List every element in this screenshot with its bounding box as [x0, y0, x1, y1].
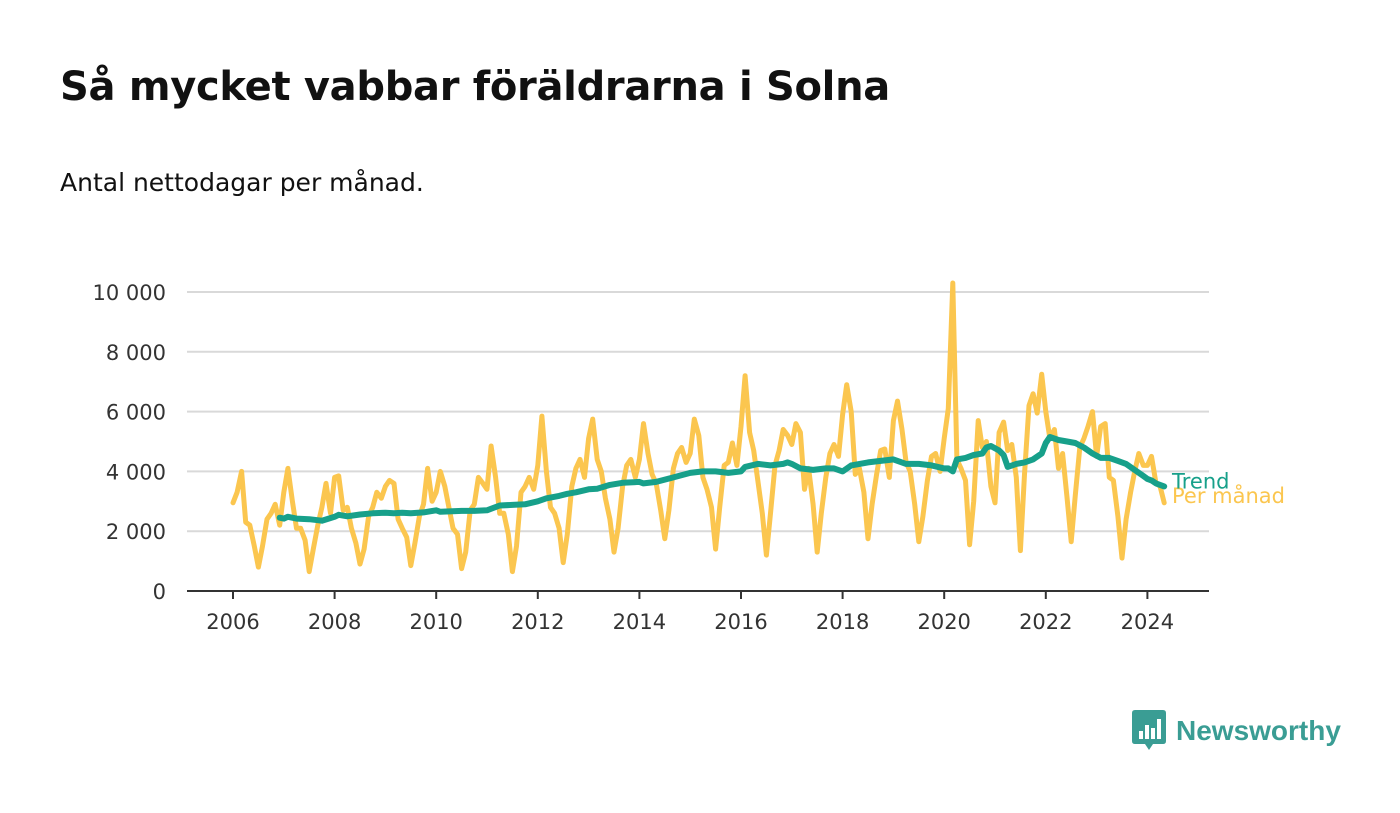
series-label-per-manad: Per månad	[1172, 483, 1285, 508]
x-tick-label: 2012	[511, 610, 564, 634]
y-tick-label: 10 000	[93, 281, 166, 305]
x-tick-label: 2008	[308, 610, 361, 634]
series-line-trend	[276, 434, 1168, 524]
y-tick-label: 0	[153, 580, 166, 604]
series-line-per-manad	[230, 280, 1167, 575]
newsworthy-logo: Newsworthy	[1132, 710, 1341, 752]
chart-subtitle: Antal nettodagar per månad.	[60, 168, 424, 197]
y-tick-label: 2 000	[106, 520, 166, 544]
x-tick-label: 2016	[714, 610, 767, 634]
x-tick-label: 2010	[409, 610, 462, 634]
x-tick-label: 2014	[613, 610, 666, 634]
newsworthy-logo-icon	[1132, 710, 1166, 750]
y-tick-label: 6 000	[106, 401, 166, 425]
y-axis-ticks: 0 2 000 4 000 6 000 8 000 10 000	[93, 281, 166, 604]
x-tick-label: 2022	[1019, 610, 1072, 634]
newsworthy-logo-text: Newsworthy	[1176, 715, 1341, 746]
x-tick-label: 2018	[816, 610, 869, 634]
y-tick-label: 8 000	[106, 341, 166, 365]
chart-title: Så mycket vabbar föräldrarna i Solna	[60, 64, 890, 110]
y-tick-label: 4 000	[106, 460, 166, 484]
x-tick-label: 2024	[1121, 610, 1174, 634]
x-tick-label: 2006	[206, 610, 259, 634]
x-tick-label: 2020	[917, 610, 970, 634]
x-axis-ticks: 2006 2008 2010 2012 2014 2016 2018 2020 2022 2024	[206, 591, 1174, 634]
series-label-trend: Trend	[1171, 469, 1229, 493]
series-group	[230, 280, 1168, 575]
